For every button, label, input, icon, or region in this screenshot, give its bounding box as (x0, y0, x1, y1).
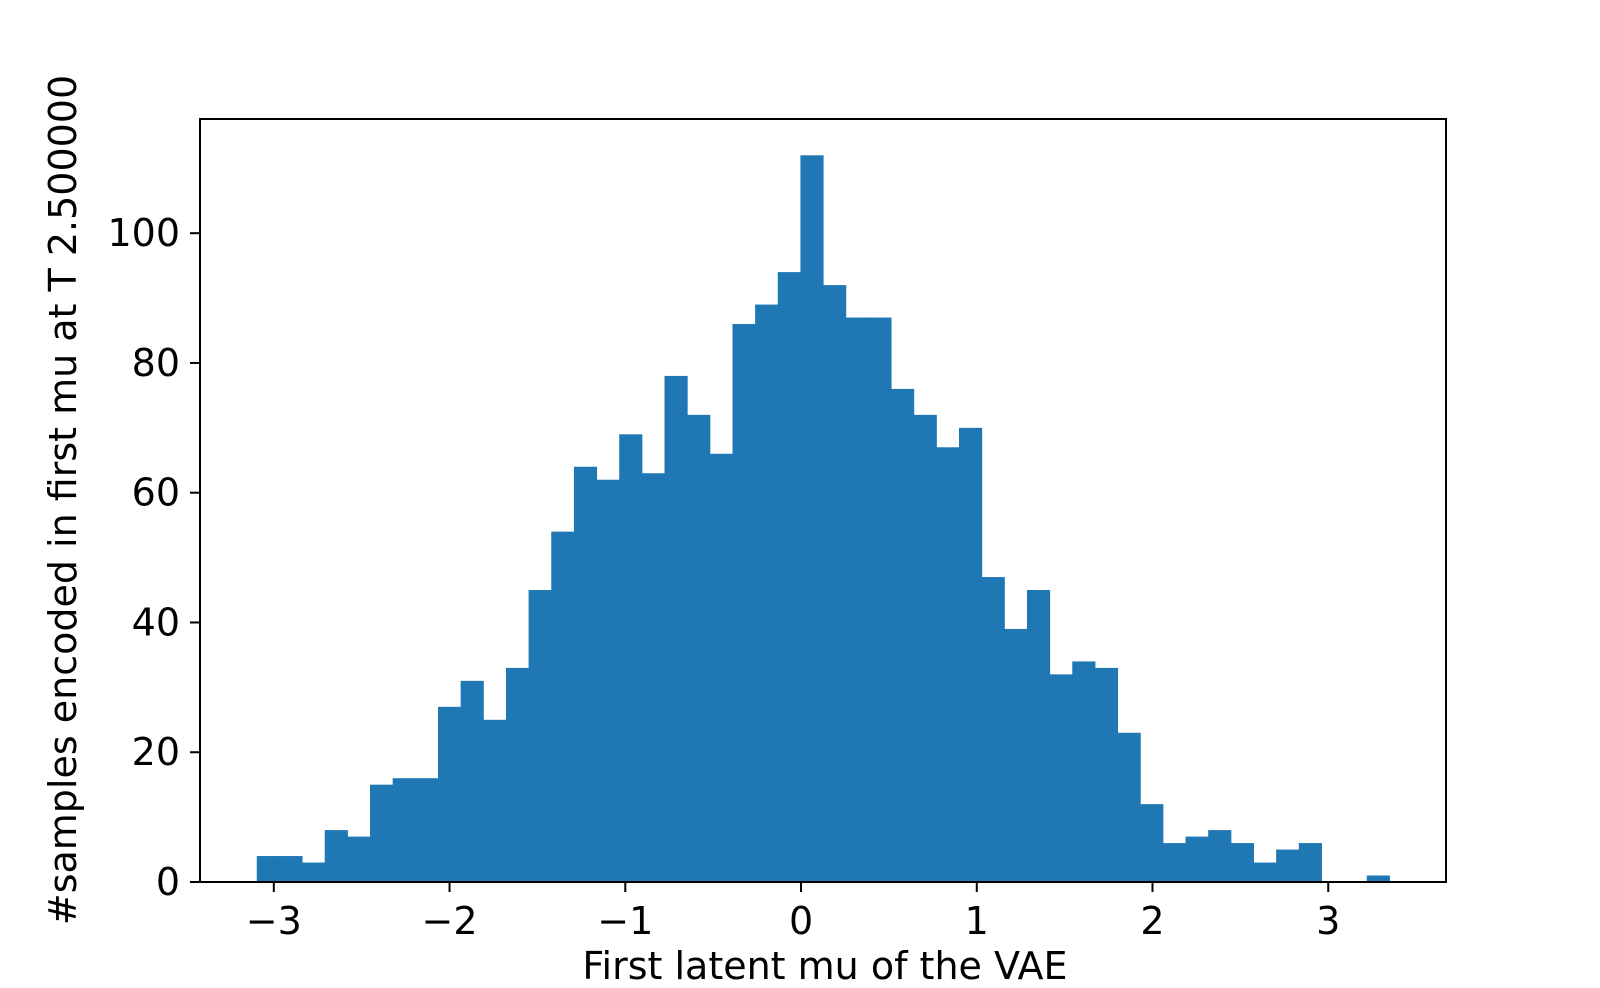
y-tick-label: 40 (132, 600, 180, 644)
histogram-bar (1253, 862, 1277, 882)
histogram-bar (528, 590, 552, 882)
histogram-bar (505, 667, 530, 882)
x-tick-label: −3 (246, 899, 302, 943)
plot-frame (199, 118, 1447, 883)
histogram-bar (868, 317, 892, 882)
histogram-bar (1230, 843, 1254, 882)
histogram-bar (1140, 804, 1164, 882)
histogram-bar (1072, 661, 1096, 882)
y-tick-label: 60 (132, 471, 180, 515)
histogram-bar (1026, 590, 1051, 882)
x-tick-label: 3 (1316, 899, 1340, 943)
histogram-bar (732, 324, 756, 882)
histogram-bar (1094, 667, 1119, 882)
histogram-bar (755, 304, 779, 882)
x-tick-label: 2 (1140, 899, 1164, 943)
histogram-bar (913, 414, 937, 882)
y-tick-label: 20 (132, 730, 180, 774)
x-tick-label: 1 (965, 899, 989, 943)
histogram-bar (619, 434, 643, 882)
histogram-bar (256, 856, 280, 882)
histogram-bar (347, 836, 371, 882)
histogram-bar (1117, 732, 1141, 882)
x-axis-label: First latent mu of the VAE (582, 944, 1067, 988)
histogram-bar (596, 479, 620, 882)
histogram-bar (1298, 843, 1322, 882)
histogram-bar (777, 272, 801, 883)
y-tick-label: 100 (107, 211, 180, 255)
histogram-bar (1276, 849, 1300, 882)
histogram-bar (687, 414, 711, 882)
x-axis-ticks: −3 −2 −1 0 1 2 3 (246, 882, 1340, 943)
histogram-bar (415, 778, 439, 882)
histogram-bar (959, 427, 983, 882)
histogram-bar (324, 830, 348, 882)
histogram-bars (256, 155, 1390, 883)
histogram-bar (823, 285, 847, 883)
y-axis-ticks: 0 20 40 60 80 100 (107, 211, 200, 904)
histogram-bar (1162, 843, 1187, 882)
y-axis-label: #samples encoded in first mu at T 2.5000… (41, 75, 85, 925)
histogram-bar (1004, 628, 1028, 882)
histogram-bar (1208, 830, 1232, 882)
histogram-bar (664, 375, 688, 882)
histogram-bar (302, 862, 326, 882)
histogram-bar (1366, 875, 1390, 882)
histogram-bar (483, 719, 507, 882)
histogram-bar (936, 447, 960, 882)
x-tick-label: −1 (597, 899, 653, 943)
histogram-bar (551, 531, 575, 882)
histogram-bar (370, 784, 394, 882)
histogram-bar (573, 466, 598, 882)
histogram-bar (981, 577, 1005, 882)
histogram-bar (1049, 674, 1073, 882)
histogram-bar (392, 778, 416, 882)
y-tick-label: 0 (156, 860, 180, 904)
histogram-bar (891, 388, 915, 882)
histogram-bar (800, 155, 824, 883)
histogram-bar (641, 473, 666, 882)
histogram-bar (709, 453, 733, 882)
histogram-bar (845, 317, 869, 882)
histogram-bar (279, 856, 303, 882)
histogram-bar (1185, 836, 1209, 882)
x-tick-label: 0 (789, 899, 813, 943)
y-tick-label: 80 (132, 341, 180, 385)
histogram-bar (437, 706, 462, 882)
x-tick-label: −2 (422, 899, 478, 943)
histogram-bar (460, 680, 484, 882)
